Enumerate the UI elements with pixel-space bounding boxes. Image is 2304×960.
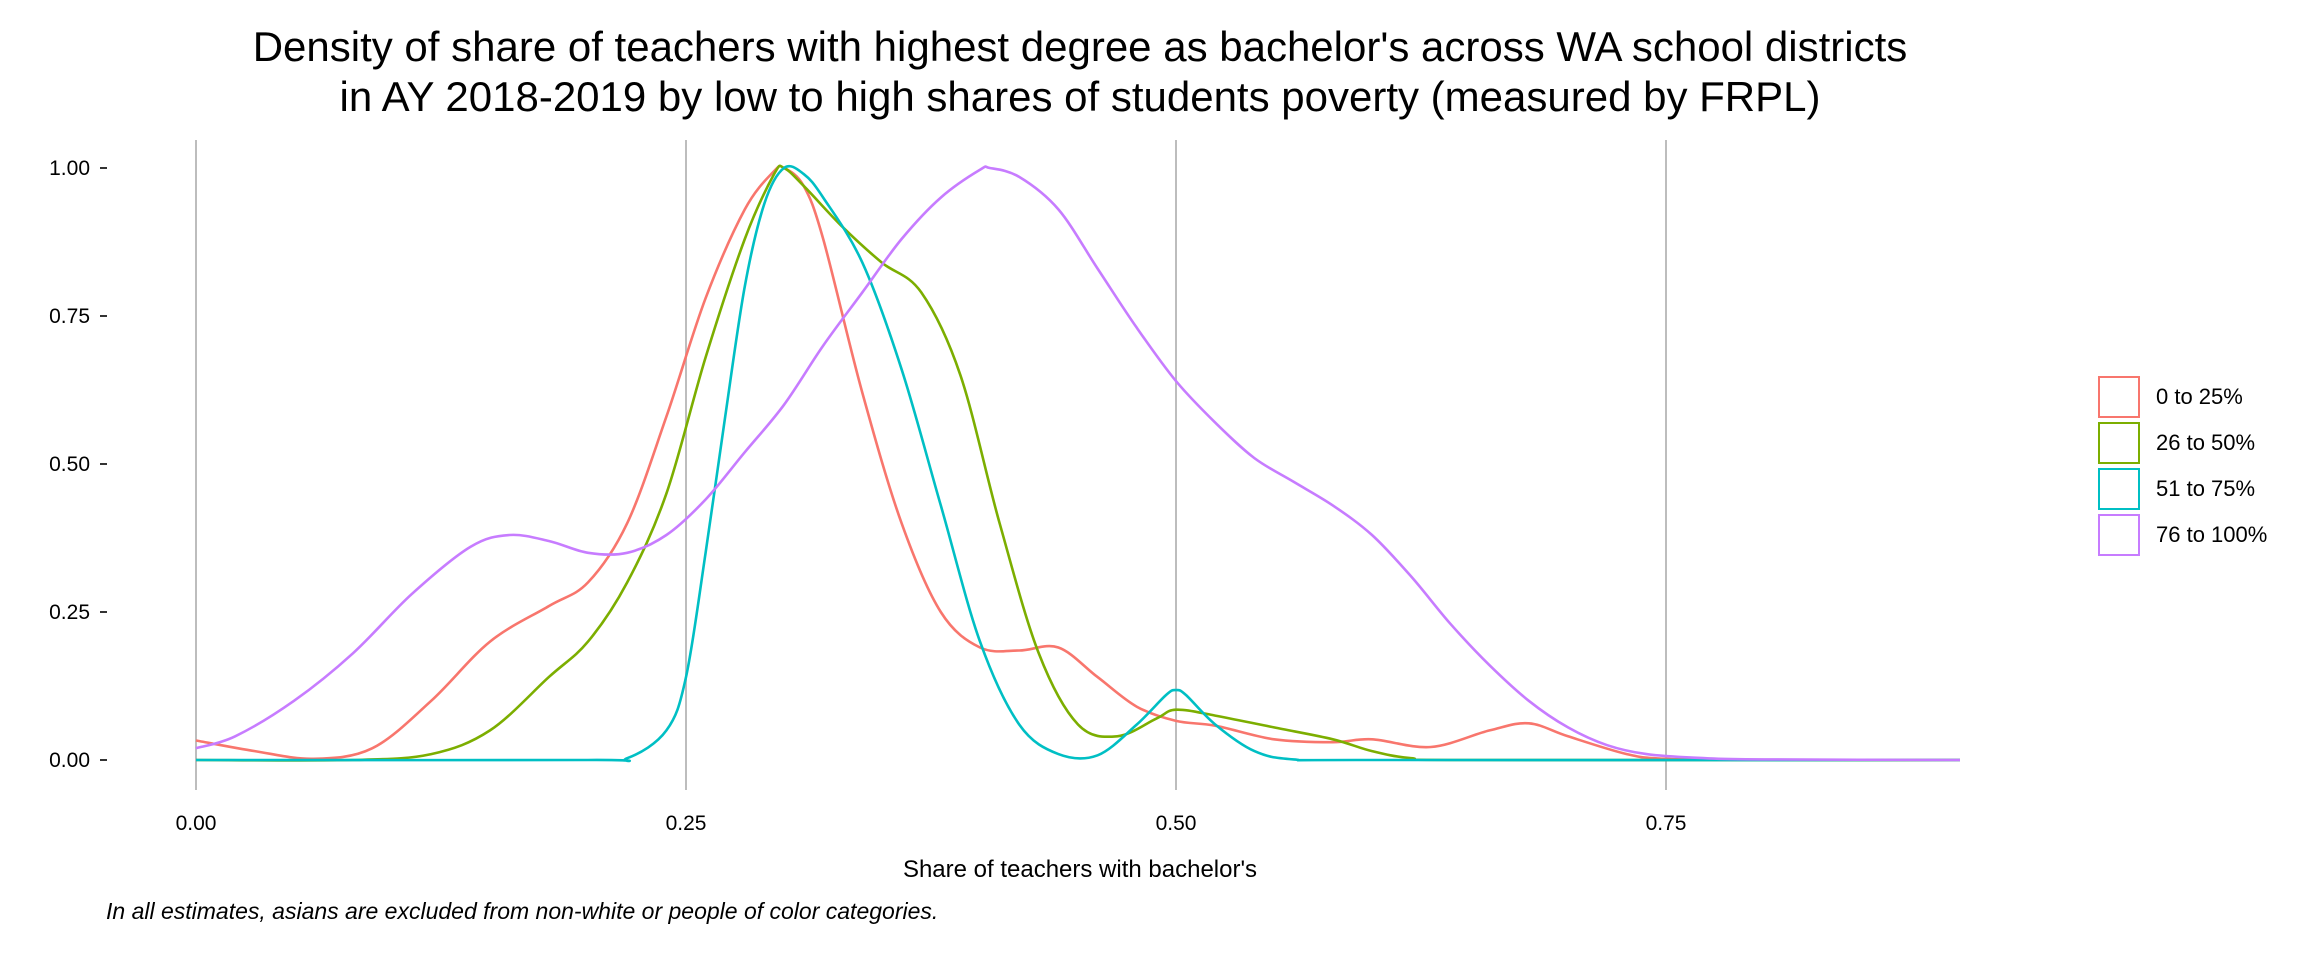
y-tick-label: 0.75 [49,305,90,328]
x-axis-label: Share of teachers with bachelor's [902,856,1258,883]
x-tick-label: 0.25 [666,812,707,835]
x-tick-label: 0.75 [1646,812,1687,835]
density-line-series-2 [195,164,1961,762]
y-tick-label: 0.00 [49,749,90,772]
legend-key [2098,422,2140,464]
legend-item: 76 to 100% [2098,512,2267,558]
x-axis: 0.00 0.25 0.50 0.75 [176,812,1687,835]
legend-label: 26 to 50% [2156,430,2256,455]
legend-label: 0 to 25% [2156,384,2243,409]
density-lines [195,164,1961,763]
legend-key [2098,514,2140,556]
legend-item: 51 to 75% [2098,466,2267,512]
legend-item: 26 to 50% [2098,420,2267,466]
x-tick-label: 0.00 [176,812,217,835]
chart-title: Density of share of teachers with highes… [0,22,2160,122]
y-tick-label: 0.50 [49,453,90,476]
legend-label: 51 to 75% [2156,476,2256,501]
caption: In all estimates, asians are excluded fr… [106,898,939,924]
density-line-series-1 [195,164,1961,762]
grid-lines [195,140,1667,790]
chart-title-line-2: in AY 2018-2019 by low to high shares of… [339,73,1821,120]
y-tick-label: 1.00 [49,157,90,180]
legend-label: 76 to 100% [2156,522,2268,547]
legend-key [2098,376,2140,418]
chart-title-line-1: Density of share of teachers with highes… [252,23,1908,70]
legend-key [2098,468,2140,510]
y-axis: 0.00 0.25 0.50 0.75 1.00 [49,157,107,772]
x-tick-label: 0.50 [1156,812,1197,835]
legend: 0 to 25% 26 to 50% 51 to 75% 76 to 100% [2098,374,2267,558]
y-tick-label: 0.25 [49,601,90,624]
density-line-series-3 [195,164,1961,763]
density-line-series-4 [195,165,1961,762]
legend-item: 0 to 25% [2098,374,2267,420]
